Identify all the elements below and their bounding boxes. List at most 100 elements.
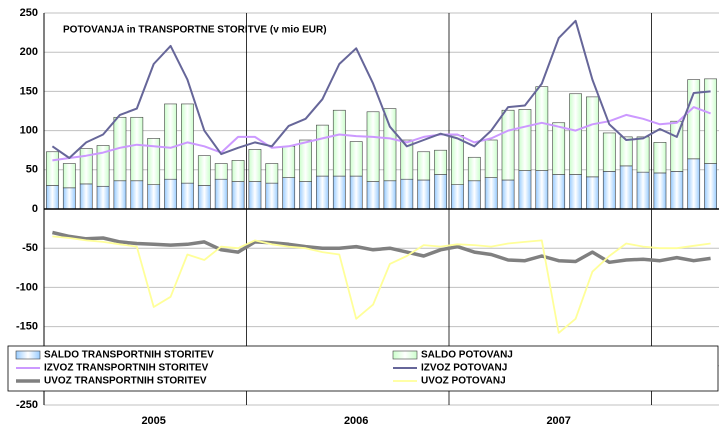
legend-label: UVOZ POTOVANJ: [421, 376, 506, 387]
bar: [535, 86, 549, 171]
bar: [383, 108, 397, 182]
bar: [501, 109, 515, 181]
bar: [332, 109, 346, 177]
line: [52, 230, 711, 265]
legend-box: [7, 345, 719, 392]
bar: [282, 145, 296, 178]
bar: [484, 139, 498, 178]
bar: [535, 170, 549, 210]
line: [51, 19, 711, 159]
y-tick-label: 250: [20, 7, 38, 19]
legend-swatch: [15, 350, 41, 360]
bar: [417, 151, 431, 181]
bar: [265, 182, 279, 210]
y-tick-label: -50: [22, 242, 38, 254]
y-tick-label: 150: [20, 85, 38, 97]
bar: [434, 174, 447, 210]
bar: [79, 183, 93, 210]
y-tick-label: -250: [16, 399, 38, 411]
bar: [62, 163, 76, 189]
bar: [687, 158, 701, 210]
bar: [349, 141, 363, 177]
y-tick-label: 50: [26, 164, 38, 176]
bar: [231, 181, 245, 210]
bar: [704, 163, 717, 210]
bar: [619, 136, 633, 167]
bar: [602, 171, 616, 210]
bar: [248, 149, 262, 182]
bar: [197, 155, 211, 186]
y-tick-label: -100: [16, 281, 38, 293]
bar: [316, 175, 329, 210]
bar: [299, 139, 312, 182]
bar: [552, 174, 566, 210]
bar: [687, 79, 701, 160]
y-tick-label: 200: [20, 46, 38, 58]
bar: [96, 185, 110, 210]
bar: [569, 93, 582, 175]
bar: [332, 175, 346, 210]
bar: [62, 187, 76, 210]
bar: [451, 135, 464, 185]
legend-label: IZVOZ POTOVANJ: [421, 363, 507, 374]
bar: [214, 163, 228, 180]
bar: [552, 122, 566, 175]
y-tick-label: -150: [16, 321, 38, 333]
bar: [164, 103, 177, 180]
bar: [417, 179, 431, 210]
bar: [670, 120, 684, 172]
bar: [147, 184, 161, 210]
legend-label: UVOZ TRANSPORTNIH STORITEV: [44, 376, 207, 387]
legend: SALDO TRANSPORTNIH STORITEV SALDO POTOVAN…: [7, 345, 719, 392]
bar: [586, 96, 599, 178]
bar: [46, 185, 59, 210]
bar: [96, 145, 110, 187]
bar: [299, 181, 312, 210]
bar: [619, 165, 633, 210]
bar: [518, 170, 532, 210]
y-tick-label: 0: [32, 203, 38, 215]
bar: [636, 171, 650, 210]
bar: [366, 111, 380, 182]
y-tick-label: 100: [20, 125, 38, 137]
bar: [653, 142, 667, 174]
bar: [197, 185, 211, 210]
bar: [130, 180, 144, 210]
bar: [569, 174, 582, 210]
bar: [79, 148, 93, 185]
bar: [316, 124, 329, 177]
bar: [434, 149, 447, 175]
bar: [366, 181, 380, 210]
bar: [231, 160, 245, 182]
x-tick-label: 2006: [344, 415, 368, 427]
legend-label: SALDO TRANSPORTNIH STORITEV: [44, 350, 214, 361]
line: [52, 235, 711, 334]
bar: [518, 109, 532, 171]
x-tick-label: 2005: [141, 415, 165, 427]
bar: [602, 132, 616, 172]
bar: [653, 172, 667, 210]
legend-label: SALDO POTOVANJ: [421, 350, 513, 361]
bar: [164, 178, 177, 210]
legend-swatch: [392, 350, 418, 360]
chart-title: POTOVANJA in TRANSPORTNE STORITVE (v mio…: [63, 25, 327, 36]
bar: [467, 156, 481, 182]
bar: [46, 151, 59, 186]
bar: [467, 180, 481, 210]
bar: [501, 179, 515, 210]
bar: [130, 116, 144, 182]
bar: [586, 176, 599, 210]
bar: [214, 178, 228, 210]
bar: [248, 181, 262, 210]
bar: [265, 163, 279, 184]
legend-label: IZVOZ TRANSPORTNIH STORITEV: [44, 363, 209, 374]
bar: [636, 136, 650, 173]
bar: [484, 177, 498, 210]
bar: [282, 177, 296, 210]
bar: [670, 171, 684, 210]
line: [52, 106, 711, 162]
bar: [349, 175, 363, 210]
bar: [147, 138, 161, 185]
bar: [400, 178, 414, 210]
